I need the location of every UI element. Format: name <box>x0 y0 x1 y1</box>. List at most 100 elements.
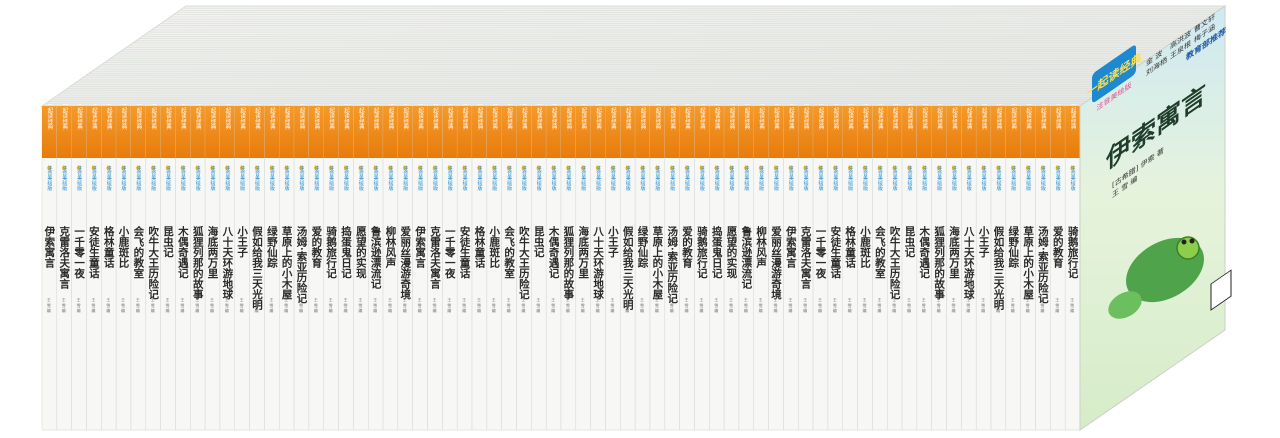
spine-publisher-text: 王 雪 编 <box>358 298 363 314</box>
spine-star-icon <box>151 165 156 171</box>
spine-publisher-text: 王 雪 编 <box>373 298 378 314</box>
spine-series-label: 一起读经典 <box>714 102 721 131</box>
spine-title: 海底两万里 <box>577 225 589 278</box>
spine-edition-label: 注音美绘版 <box>432 165 438 192</box>
spine-series-label: 一起读经典 <box>150 102 157 131</box>
spine-star-icon <box>106 165 111 171</box>
spine-star-icon <box>640 165 645 171</box>
spine-series-band <box>130 106 146 158</box>
spine-title: 狐狸列那的故事 <box>192 225 204 300</box>
spine-title: 克雷洛夫寓言 <box>429 225 441 290</box>
spine-edition-label: 注音美绘版 <box>654 165 660 192</box>
spine-edition-label: 注音美绘版 <box>491 165 497 192</box>
spine-series-band <box>709 106 725 158</box>
spine-series-label: 一起读经典 <box>580 102 587 131</box>
spine-publisher-text: 王 雪 编 <box>462 298 467 314</box>
spine-series-band <box>442 106 458 158</box>
spine-edition-label: 注音美绘版 <box>150 165 156 192</box>
spine-publisher-text: 王 雪 编 <box>329 298 334 314</box>
spine-edition-label: 注音美绘版 <box>106 165 112 192</box>
spine-series-band <box>872 106 888 158</box>
spine-star-icon <box>862 165 868 171</box>
spine-edition-label: 注音美绘版 <box>788 165 794 192</box>
spine-series-band <box>546 106 561 158</box>
spine-series-label: 一起读经典 <box>699 102 706 131</box>
spine-series-band <box>857 106 873 158</box>
spine-star-icon <box>670 165 675 171</box>
spine-star-icon <box>610 165 616 171</box>
spine-edition-label: 注音美绘版 <box>729 165 735 192</box>
spine-publisher-text: 王 雪 编 <box>225 298 230 314</box>
spine-title: 骑鹅旅行记 <box>696 225 708 279</box>
spine-title: 汤姆·索亚历险记 <box>296 225 308 304</box>
spine-publisher-text: 王 雪 编 <box>551 298 556 314</box>
spine-edition-label: 注音美绘版 <box>165 165 171 192</box>
spine-title: 汤姆·索亚历险记 <box>1037 225 1049 304</box>
spine-edition-label: 注音美绘版 <box>269 165 275 192</box>
spine-star-icon <box>121 165 126 171</box>
spine-series-label: 一起读经典 <box>669 102 676 131</box>
cover-face <box>1079 5 1226 431</box>
spine-series-label: 一起读经典 <box>61 102 68 131</box>
spine-series-band <box>738 106 754 158</box>
spine-publisher-text: 王 雪 编 <box>685 298 690 314</box>
spine-title: 爱的教育 <box>1052 225 1064 269</box>
spine-publisher-text: 王 雪 编 <box>180 298 185 314</box>
spine-star-icon <box>922 165 927 171</box>
spine-series-band <box>294 106 309 158</box>
spine-title: 假如给我三天光明 <box>622 225 634 311</box>
spine-series-band <box>486 106 502 158</box>
spine-star-icon <box>195 165 200 171</box>
spine-series-band <box>116 106 131 158</box>
spine-title: 格林童话 <box>473 225 485 269</box>
spine-publisher-text: 王 雪 编 <box>714 298 719 314</box>
spine-edition-label: 注音美绘版 <box>743 165 749 192</box>
spine-publisher-text: 王 雪 编 <box>655 298 660 314</box>
spine-publisher-text: 王 雪 编 <box>106 298 111 314</box>
spine-series-label: 一起读经典 <box>521 102 528 131</box>
spine-edition-label: 注音美绘版 <box>610 165 616 192</box>
spine-publisher-text: 王 雪 编 <box>240 298 245 314</box>
spine-series-band <box>1020 106 1036 158</box>
spine-series-band <box>649 106 665 158</box>
spine-star-icon <box>729 165 734 171</box>
spine-series-band <box>976 106 992 158</box>
spine-series-band <box>383 106 398 158</box>
spine-star-icon <box>833 165 838 171</box>
spine-publisher-text: 王 雪 编 <box>121 298 126 314</box>
spine-series-band <box>531 106 547 158</box>
spine-publisher-text: 王 雪 编 <box>477 298 482 314</box>
spine-series-label: 一起读经典 <box>610 102 617 131</box>
spine-edition-label: 注音美绘版 <box>521 165 527 192</box>
spine-series-band <box>249 106 265 158</box>
spine-edition-label: 注音美绘版 <box>981 165 987 192</box>
spine-edition-label: 注音美绘版 <box>447 165 453 192</box>
spine-star-icon <box>595 165 601 171</box>
spine-title: 假如给我三天光明 <box>251 225 263 311</box>
spine-series-band <box>605 106 621 158</box>
spine-title: 木偶奇遇记 <box>918 225 930 279</box>
spine-star-icon <box>951 165 957 171</box>
spine-series-label: 一起读经典 <box>729 102 736 131</box>
spine-series-band <box>798 106 814 158</box>
spine-star-icon <box>566 165 571 171</box>
spine-series-band <box>264 106 280 158</box>
spine-edition-label: 注音美绘版 <box>358 165 364 192</box>
spine-series-label: 一起读经典 <box>476 102 483 131</box>
spine-edition-label: 注音美绘版 <box>224 165 230 192</box>
